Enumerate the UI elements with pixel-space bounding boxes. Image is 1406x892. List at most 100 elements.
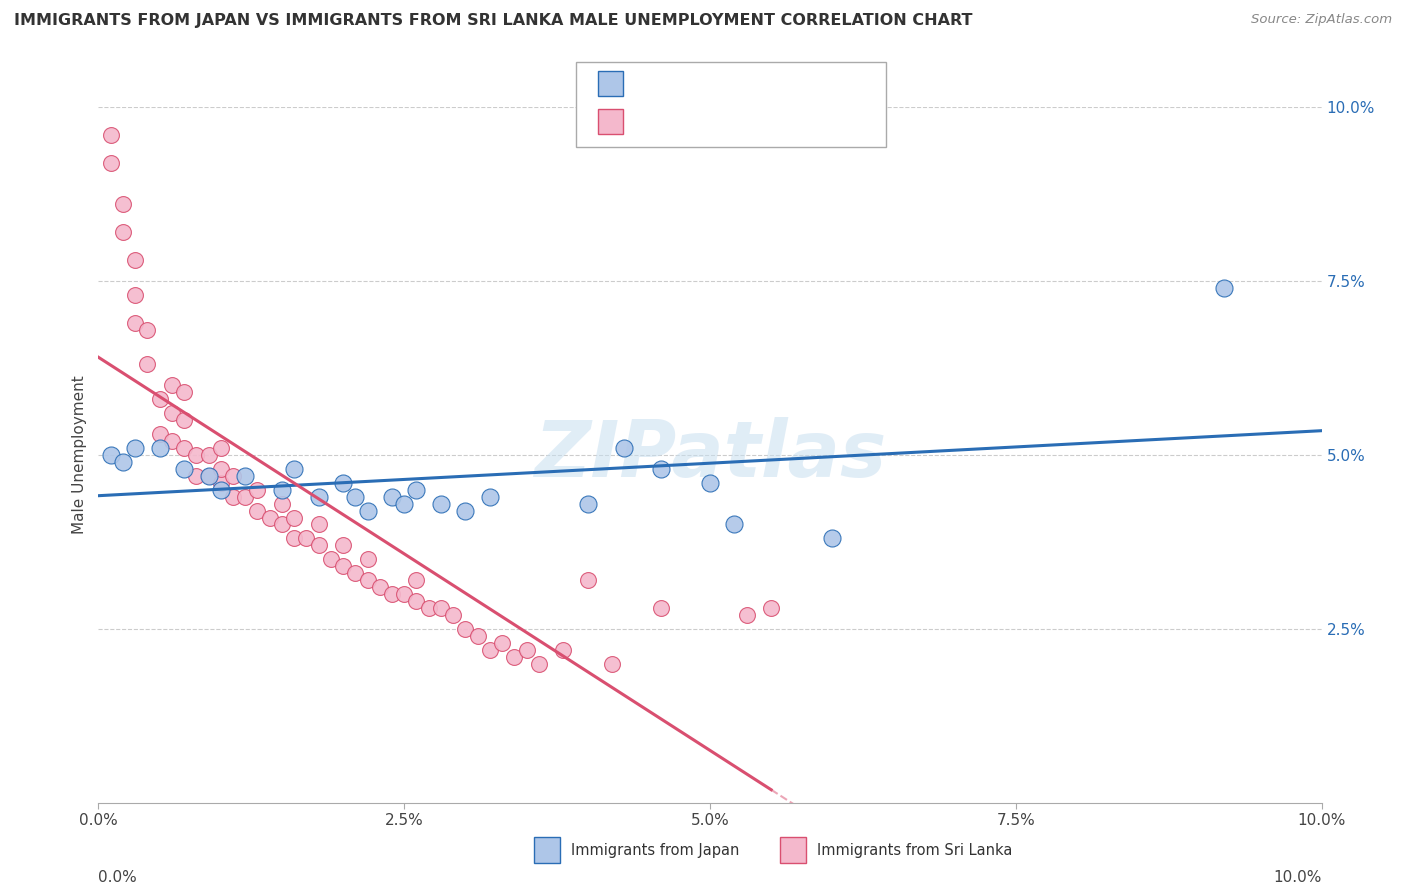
Point: [332, 538, 354, 552]
Point: [405, 483, 427, 497]
Point: [209, 441, 232, 455]
Point: [111, 225, 134, 239]
Point: [173, 441, 195, 455]
Point: [197, 468, 219, 483]
Point: [454, 503, 477, 517]
Point: [209, 475, 232, 490]
Point: [650, 462, 672, 476]
Point: [491, 636, 513, 650]
Text: Immigrants from Sri Lanka: Immigrants from Sri Lanka: [817, 843, 1012, 857]
Text: R =: R =: [634, 114, 668, 129]
Point: [100, 448, 122, 462]
Point: [381, 587, 404, 601]
Text: Immigrants from Japan: Immigrants from Japan: [571, 843, 740, 857]
Point: [186, 468, 208, 483]
Point: [173, 462, 195, 476]
Point: [1212, 281, 1234, 295]
Point: [295, 532, 318, 546]
Point: [124, 441, 146, 455]
Point: [392, 587, 416, 601]
Point: [160, 378, 183, 392]
Point: [735, 607, 758, 622]
Text: N =: N =: [747, 77, 780, 92]
Point: [503, 649, 526, 664]
Point: [344, 566, 367, 581]
Text: N =: N =: [747, 114, 780, 129]
Point: [149, 392, 172, 407]
Point: [124, 253, 146, 268]
Point: [283, 462, 305, 476]
Point: [136, 323, 159, 337]
Point: [173, 413, 195, 427]
Point: [467, 629, 489, 643]
Point: [259, 510, 281, 524]
Text: ZIPatlas: ZIPatlas: [534, 417, 886, 493]
Text: 64: 64: [789, 114, 810, 129]
Text: 0.107: 0.107: [679, 77, 727, 92]
Text: 10.0%: 10.0%: [1274, 870, 1322, 885]
Point: [332, 475, 354, 490]
Point: [418, 601, 440, 615]
Point: [308, 517, 330, 532]
Point: [553, 642, 575, 657]
Point: [430, 601, 453, 615]
Point: [111, 455, 134, 469]
Point: [478, 642, 501, 657]
Point: [270, 483, 292, 497]
Point: [173, 385, 195, 400]
Text: Source: ZipAtlas.com: Source: ZipAtlas.com: [1251, 13, 1392, 27]
Point: [478, 490, 501, 504]
Point: [233, 490, 256, 504]
Point: [527, 657, 550, 671]
Point: [759, 601, 782, 615]
Point: [270, 517, 292, 532]
Point: [368, 580, 391, 594]
Point: [246, 503, 269, 517]
Point: [246, 483, 269, 497]
Text: IMMIGRANTS FROM JAPAN VS IMMIGRANTS FROM SRI LANKA MALE UNEMPLOYMENT CORRELATION: IMMIGRANTS FROM JAPAN VS IMMIGRANTS FROM…: [14, 13, 973, 29]
Y-axis label: Male Unemployment: Male Unemployment: [72, 376, 87, 534]
Point: [222, 490, 245, 504]
Text: -0.270: -0.270: [679, 114, 734, 129]
Point: [405, 594, 427, 608]
Point: [197, 448, 219, 462]
Point: [392, 497, 416, 511]
Point: [723, 517, 745, 532]
Text: 27: 27: [789, 77, 810, 92]
Point: [100, 128, 122, 142]
Point: [222, 468, 245, 483]
Point: [454, 622, 477, 636]
Point: [405, 573, 427, 587]
Point: [613, 441, 636, 455]
Point: [209, 462, 232, 476]
Point: [356, 552, 378, 566]
Point: [576, 573, 599, 587]
Point: [356, 503, 378, 517]
Point: [124, 288, 146, 302]
Point: [283, 510, 305, 524]
Point: [111, 197, 134, 211]
Point: [356, 573, 378, 587]
Point: [124, 316, 146, 330]
Point: [209, 483, 232, 497]
Point: [136, 358, 159, 372]
Point: [821, 532, 844, 546]
Point: [100, 155, 122, 169]
Point: [576, 497, 599, 511]
Point: [149, 441, 172, 455]
Point: [332, 559, 354, 574]
Point: [308, 490, 330, 504]
Point: [430, 497, 453, 511]
Point: [699, 475, 721, 490]
Point: [308, 538, 330, 552]
Point: [319, 552, 342, 566]
Point: [149, 427, 172, 442]
Point: [197, 468, 219, 483]
Text: R =: R =: [634, 77, 668, 92]
Point: [160, 406, 183, 420]
Point: [233, 468, 256, 483]
Point: [160, 434, 183, 448]
Point: [381, 490, 404, 504]
Point: [270, 497, 292, 511]
Text: 0.0%: 0.0%: [98, 870, 138, 885]
